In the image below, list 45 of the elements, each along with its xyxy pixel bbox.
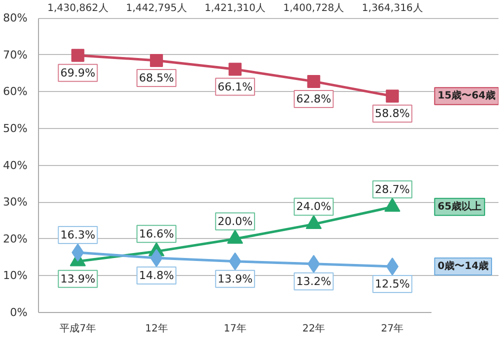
text: 1,430,862人: [47, 3, 108, 14]
x-tick-label: 27年: [380, 322, 404, 334]
data-label: 66.1%: [218, 80, 253, 94]
y-tick-label: 0%: [10, 306, 28, 319]
point: [150, 54, 163, 67]
point: [386, 90, 399, 103]
text: 65歳以上: [438, 200, 482, 212]
point: [228, 62, 242, 76]
data-label: 24.0%: [296, 200, 332, 214]
point: [150, 249, 163, 268]
text: 1,421,310人: [204, 3, 266, 14]
data-label: 13.9%: [60, 272, 96, 286]
data-label: 13.2%: [296, 274, 332, 288]
data-label: 16.6%: [138, 227, 174, 240]
x-tick-label: 22年: [302, 322, 326, 334]
y-tick-label: 60%: [3, 85, 28, 98]
data-label: 12.5%: [374, 278, 410, 291]
y-tick-label: 40%: [3, 158, 28, 172]
text: 1,400,728人: [283, 3, 344, 14]
point: [228, 252, 242, 270]
data-label: 62.8%: [296, 92, 332, 106]
x-tick-label: 平成7年: [60, 322, 96, 334]
data-label: 28.7%: [374, 182, 410, 196]
text: 15歳〜64歳: [438, 90, 496, 102]
data-label: 58.8%: [374, 107, 410, 120]
text: 1,364,316人: [362, 3, 423, 14]
text: 0歳〜14歳: [438, 260, 489, 272]
y-tick-label: 80%: [3, 12, 28, 25]
data-label: 69.9%: [60, 66, 96, 80]
y-tick-label: 20%: [3, 232, 28, 246]
y-tick-label: 50%: [3, 122, 28, 136]
x-tick-label: 17年: [224, 322, 246, 334]
data-label: 68.5%: [138, 71, 174, 84]
text: 1,442,795人: [126, 3, 187, 14]
data-label: 20.0%: [218, 214, 253, 228]
point: [71, 48, 84, 62]
data-label: 13.9%: [218, 272, 253, 286]
y-tick-label: 70%: [3, 48, 28, 62]
point: [307, 74, 320, 88]
point: [386, 258, 399, 276]
data-label: 16.3%: [60, 228, 96, 242]
y-tick-label: 30%: [3, 196, 28, 209]
y-tick-label: 10%: [3, 269, 28, 282]
x-tick-label: 12年: [145, 322, 168, 334]
data-label: 14.8%: [138, 269, 174, 282]
